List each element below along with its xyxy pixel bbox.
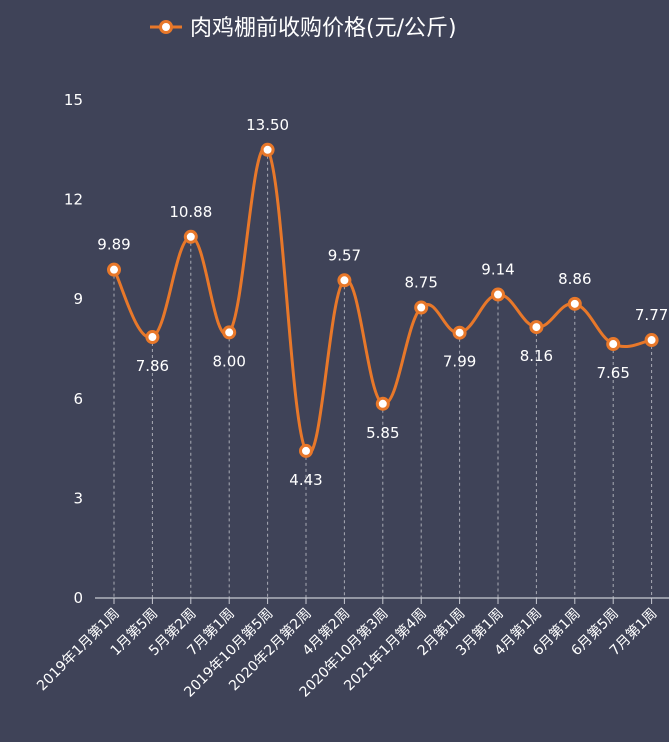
data-label: 7.65: [596, 364, 629, 382]
y-tick-label: 0: [73, 589, 83, 607]
legend[interactable]: 肉鸡棚前收购价格(元/公斤): [150, 16, 457, 41]
data-point: [299, 443, 313, 458]
data-label: 4.43: [289, 471, 322, 489]
data-label: 5.85: [366, 424, 399, 442]
legend-label: 肉鸡棚前收购价格(元/公斤): [190, 16, 457, 41]
y-tick-label: 3: [73, 489, 83, 507]
y-tick-label: 9: [73, 290, 83, 308]
data-labels: 9.89 7.86 10.88 8.00 13.50 4.43 9.57 5.85 8.75 7.…: [97, 116, 668, 489]
data-point: [337, 273, 352, 288]
data-point: [567, 296, 582, 311]
data-point: [107, 262, 121, 277]
data-point: [414, 300, 429, 315]
legend-marker-icon: [159, 20, 173, 34]
x-axis: 2019年1月第1周1月第5周5月第2周7月第1周2019年10月第5周2020…: [33, 598, 660, 701]
drop-lines: [113, 149, 653, 598]
data-label: 8.16: [520, 347, 553, 365]
data-label: 13.50: [246, 116, 289, 134]
data-label: 7.99: [443, 353, 476, 371]
data-label: 7.77: [635, 306, 668, 324]
data-label: 9.89: [97, 236, 130, 254]
data-label: 8.75: [404, 274, 437, 292]
data-point: [375, 396, 390, 411]
data-points: [107, 142, 659, 458]
y-tick-label: 12: [64, 191, 83, 209]
y-tick-label: 6: [73, 390, 83, 408]
y-axis: 0 3 6 9 12 15: [64, 91, 83, 607]
data-label: 8.00: [212, 352, 245, 370]
data-point: [260, 142, 275, 157]
data-point: [606, 337, 621, 352]
data-point: [529, 320, 544, 335]
data-label: 8.86: [558, 270, 591, 288]
data-point: [644, 333, 659, 348]
data-label: 9.57: [328, 246, 361, 264]
data-point: [145, 330, 160, 345]
y-tick-label: 15: [64, 91, 83, 109]
data-label: 10.88: [169, 203, 212, 221]
data-point: [491, 287, 505, 302]
data-point: [452, 325, 467, 340]
data-point: [183, 229, 198, 244]
data-point: [222, 325, 237, 340]
data-label: 7.86: [136, 357, 169, 375]
data-label: 9.14: [481, 261, 514, 279]
